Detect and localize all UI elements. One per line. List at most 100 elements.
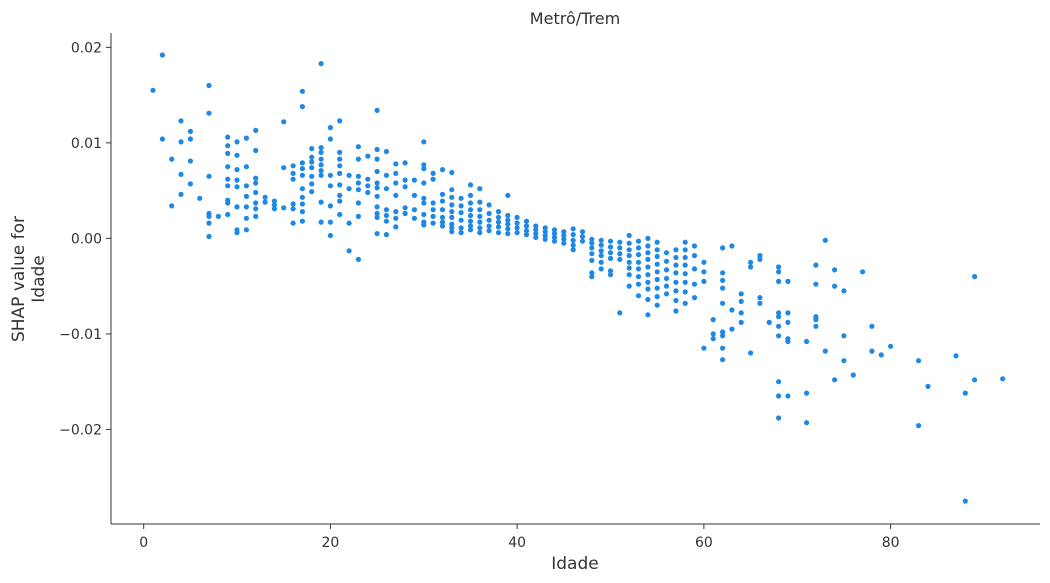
data-point — [570, 247, 576, 253]
data-point — [281, 119, 287, 125]
x-axis-ticks: 0 20 40 60 80 — [139, 524, 900, 551]
data-point — [355, 180, 361, 186]
data-point — [402, 177, 408, 183]
data-point — [234, 177, 240, 183]
x-axis-title: Idade — [551, 554, 598, 574]
data-point — [383, 232, 389, 238]
data-point — [253, 200, 259, 206]
data-point — [888, 343, 894, 349]
data-point — [290, 176, 296, 182]
data-point — [682, 279, 688, 285]
data-point — [579, 233, 586, 240]
data-point — [206, 173, 212, 179]
data-point — [776, 333, 782, 339]
data-point — [785, 338, 791, 345]
y-tick-label: −0.02 — [59, 422, 102, 438]
data-point — [589, 257, 595, 263]
data-point — [523, 228, 530, 234]
data-point — [206, 110, 212, 116]
data-point — [430, 207, 436, 213]
data-point — [542, 225, 548, 231]
data-point — [309, 159, 315, 165]
data-point — [607, 272, 614, 278]
data-point — [337, 149, 343, 155]
data-point — [458, 217, 464, 223]
data-point — [495, 209, 502, 215]
data-point — [393, 224, 399, 230]
data-point — [663, 250, 670, 256]
data-point — [972, 274, 978, 280]
data-point — [635, 238, 642, 244]
data-point — [355, 144, 361, 150]
data-point — [570, 232, 576, 238]
data-point — [225, 134, 231, 140]
data-point — [533, 227, 539, 233]
data-point — [299, 172, 305, 178]
data-point — [720, 300, 726, 306]
data-point — [225, 164, 231, 170]
data-point — [318, 156, 324, 162]
data-point — [318, 168, 324, 174]
data-point — [579, 238, 586, 244]
data-point — [701, 259, 707, 265]
data-point — [299, 194, 305, 200]
data-point — [832, 283, 838, 289]
data-point — [841, 288, 847, 294]
data-point — [785, 393, 791, 399]
data-point — [337, 192, 343, 198]
data-point — [346, 220, 352, 226]
y-tick-label: 0.00 — [71, 231, 102, 247]
data-point — [234, 230, 240, 236]
data-point — [178, 118, 184, 124]
data-point — [654, 302, 660, 308]
data-point — [486, 217, 492, 223]
data-point — [962, 390, 968, 396]
data-point — [691, 281, 698, 287]
data-point — [542, 236, 548, 242]
data-point — [598, 237, 604, 243]
data-point — [355, 256, 361, 262]
data-point — [505, 217, 511, 223]
data-point — [421, 139, 427, 145]
data-point — [645, 296, 651, 303]
data-point — [206, 213, 212, 219]
data-point — [738, 319, 744, 325]
data-point — [318, 145, 324, 151]
data-point — [449, 169, 455, 176]
data-point — [430, 176, 436, 182]
data-point — [374, 168, 380, 175]
data-point — [962, 498, 968, 504]
data-point — [327, 203, 333, 209]
data-point — [383, 172, 389, 178]
data-point — [551, 238, 558, 244]
data-point — [253, 147, 259, 154]
data-point — [720, 329, 726, 335]
data-point — [281, 165, 287, 171]
data-point — [626, 283, 632, 289]
data-point — [635, 252, 642, 258]
data-point — [691, 295, 698, 301]
data-point — [271, 206, 277, 212]
data-point — [673, 279, 679, 285]
data-point — [654, 285, 660, 291]
data-point — [234, 139, 240, 145]
data-point — [402, 205, 408, 211]
data-point — [635, 259, 642, 265]
data-point — [626, 265, 632, 271]
data-point — [374, 204, 380, 210]
data-point — [626, 232, 632, 239]
data-point — [374, 214, 380, 220]
data-point — [738, 298, 744, 304]
data-point — [383, 212, 389, 219]
data-point — [729, 326, 735, 332]
data-point — [663, 283, 670, 289]
data-point — [309, 189, 315, 195]
data-point — [318, 219, 324, 225]
data-point — [673, 270, 679, 276]
data-point — [607, 268, 614, 274]
data-point — [309, 154, 315, 160]
data-point — [234, 204, 240, 210]
data-point — [776, 269, 782, 275]
data-point — [626, 253, 632, 259]
data-point — [533, 234, 539, 240]
